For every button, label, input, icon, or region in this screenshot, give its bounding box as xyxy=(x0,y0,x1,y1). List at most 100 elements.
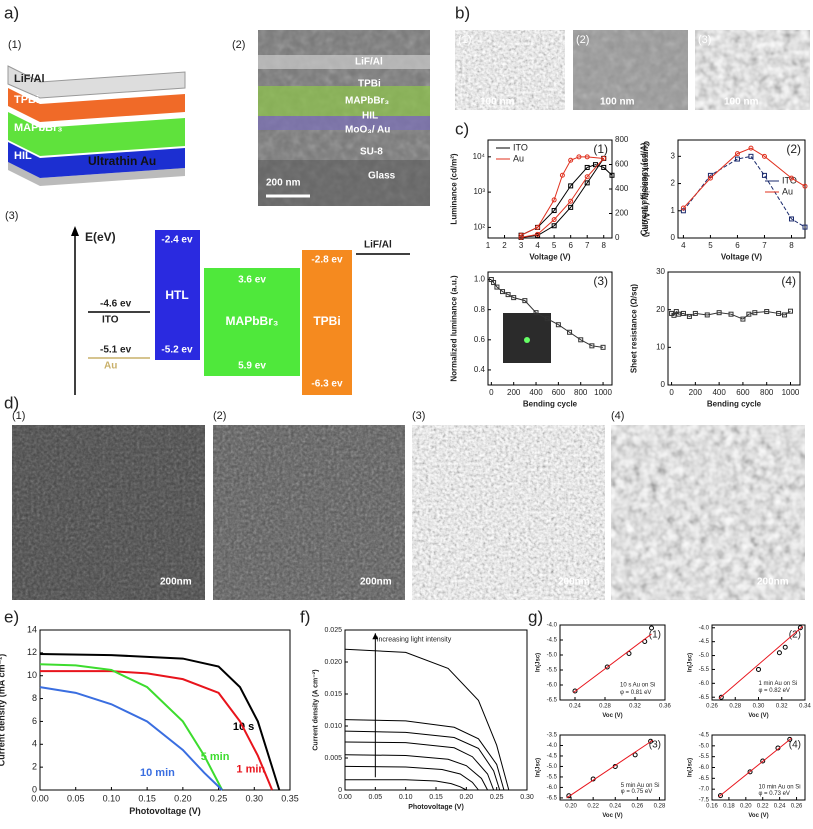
marker xyxy=(707,175,713,181)
marker xyxy=(747,769,753,775)
legend-label: Au xyxy=(782,186,793,196)
marker xyxy=(535,224,541,230)
y-tick-label: -4.5 xyxy=(547,638,558,644)
marker xyxy=(680,208,686,214)
y-tick-label: 30 xyxy=(656,267,665,276)
y-tick-label: -6.5 xyxy=(547,698,558,704)
x-tick-label: 0.20 xyxy=(174,793,192,803)
y-tick-label: -5.5 xyxy=(699,754,710,760)
marker xyxy=(576,154,582,160)
layer-label: Ultrathin Au xyxy=(88,154,156,168)
x-axis-label: Voltage (V) xyxy=(529,253,571,262)
marker xyxy=(535,231,541,237)
annotation: φ = 0.75 eV xyxy=(621,789,652,795)
x-tick-label: 0.36 xyxy=(659,704,671,710)
sem-image xyxy=(412,425,605,600)
y-tick-label: 2 xyxy=(671,179,676,188)
marker xyxy=(572,688,578,694)
layer-label: TPBi xyxy=(14,94,39,106)
marker xyxy=(601,155,607,161)
x-tick-label: 0.20 xyxy=(565,804,577,810)
series-line xyxy=(344,730,501,791)
y-tick-label: 0 xyxy=(32,784,37,794)
x-axis-label: Voc (V) xyxy=(602,813,622,819)
curve-label: 1 min xyxy=(236,763,265,775)
y-tick-label: 10 xyxy=(27,670,37,680)
series-line xyxy=(344,741,495,791)
marker xyxy=(748,153,754,159)
marker xyxy=(802,224,808,230)
marker xyxy=(776,310,782,316)
y-axis-label: Current efficiency (cd/A) xyxy=(640,142,649,235)
series-line xyxy=(521,158,605,238)
panel-a: a) (1) LiF/Al TPBi MAPbBr₃ HIL Ultrathin… xyxy=(4,3,430,395)
x-tick-label: 0.16 xyxy=(706,804,718,810)
y-tick-label: 2 xyxy=(32,762,37,772)
marker xyxy=(764,309,770,315)
y-tick-label: 0.6 xyxy=(474,335,486,344)
annotation: 5 min Au on Si xyxy=(621,783,660,789)
x-tick-label: 0.26 xyxy=(791,804,803,810)
marker xyxy=(686,313,692,319)
series-line xyxy=(40,670,274,791)
inset-glow xyxy=(524,337,530,343)
y-axis-label: ln(Jsc) xyxy=(536,653,542,672)
y2-tick-label: 400 xyxy=(615,184,629,193)
layer-label: LiF/Al xyxy=(355,57,383,68)
y-tick-label: 10² xyxy=(473,222,485,231)
x-tick-label: 7 xyxy=(585,241,590,250)
marker xyxy=(584,174,590,180)
series-line xyxy=(345,779,467,791)
x-tick-label: 0.18 xyxy=(723,804,735,810)
panel-label: c) xyxy=(455,119,469,138)
layer-label: LiF/Al xyxy=(14,73,45,85)
panel-label: f) xyxy=(300,607,310,626)
level-label: -5.2 ev xyxy=(161,345,193,356)
annotation: φ = 0.81 eV xyxy=(620,690,651,696)
x-tick-label: 200 xyxy=(507,388,521,397)
y-tick-label: 0.005 xyxy=(324,755,342,762)
panel-label: g) xyxy=(528,607,543,626)
marker xyxy=(787,736,793,742)
curve-label: 5 min xyxy=(201,751,230,763)
sem-texture xyxy=(213,425,405,600)
y-tick-label: 8 xyxy=(32,693,37,703)
marker xyxy=(568,204,574,210)
axis-arrow xyxy=(71,226,79,236)
x-tick-label: 0.26 xyxy=(632,804,644,810)
marker xyxy=(676,311,682,317)
y-tick-label: -6.0 xyxy=(547,683,558,689)
x-tick-label: 0.28 xyxy=(599,704,611,710)
box-label: TPBi xyxy=(313,314,340,328)
x-tick-label: 0.30 xyxy=(246,793,264,803)
y-axis-label: ln(Jsc) xyxy=(536,758,542,777)
y-tick-label: -5.0 xyxy=(699,653,710,659)
series-line xyxy=(520,164,613,236)
y-tick-label: 0.010 xyxy=(324,723,342,730)
layer-stack: LiF/Al TPBi MAPbBr₃ HIL Ultrathin Au xyxy=(7,65,186,186)
x-axis-label: Bending cycle xyxy=(707,400,762,409)
series-line xyxy=(718,737,792,798)
x-tick-label: 0.05 xyxy=(369,794,383,801)
series-line xyxy=(520,156,604,236)
marker xyxy=(788,175,794,181)
marker xyxy=(522,298,528,304)
sub-label: (3) xyxy=(649,740,661,751)
layer xyxy=(7,65,186,99)
layer xyxy=(258,160,430,206)
sub-label: (1) xyxy=(593,142,608,156)
legend-label: ITO xyxy=(782,175,797,185)
sem-image xyxy=(455,30,565,110)
y-tick-label: 10 xyxy=(656,342,665,351)
panel-label: d) xyxy=(4,393,19,412)
y-tick-label: 3 xyxy=(671,151,676,160)
sub-label: (3) xyxy=(412,410,425,422)
marker xyxy=(584,180,590,186)
scale-label: 100 nm xyxy=(480,97,515,108)
y2-tick-label: 200 xyxy=(615,209,629,218)
marker xyxy=(544,316,550,322)
y-tick-label: 0.020 xyxy=(324,659,342,666)
marker xyxy=(788,216,794,222)
panel-d: d) (1) (2) (3) (4) 200nm 200nm 200nm 200… xyxy=(4,393,805,600)
